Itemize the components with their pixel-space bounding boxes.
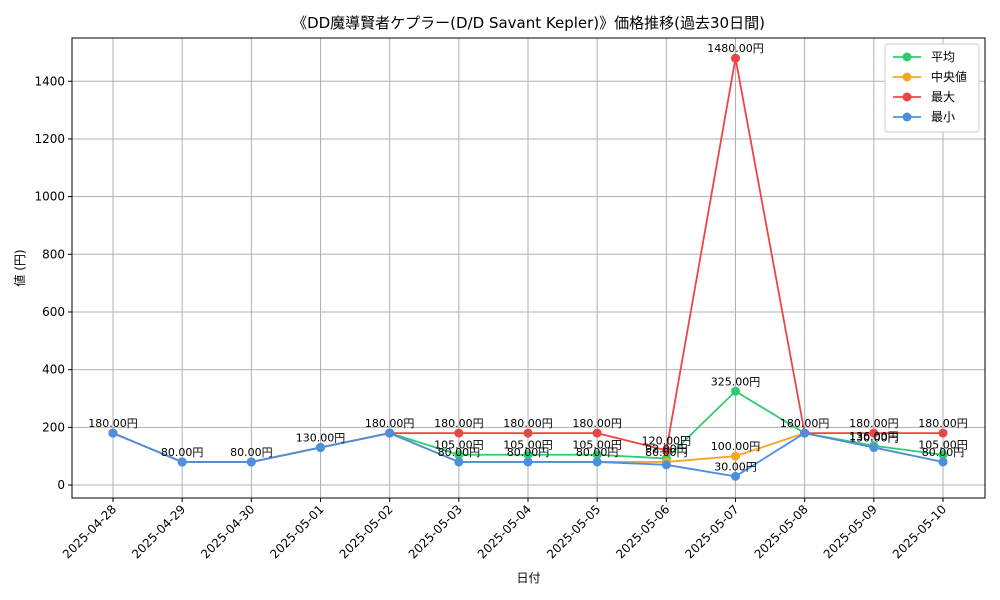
data-point — [246, 457, 256, 467]
data-point — [661, 445, 671, 455]
data-label: 180.00円 — [780, 417, 830, 430]
data-label: 120.00円 — [642, 434, 692, 447]
data-label: 180.00円 — [503, 417, 553, 430]
data-label: 180.00円 — [572, 417, 622, 430]
data-point — [938, 457, 948, 467]
x-tick-label: 2025-05-02 — [337, 502, 396, 561]
data-label: 80.00円 — [438, 446, 481, 459]
series-3 — [108, 428, 948, 481]
data-point — [731, 471, 740, 481]
y-tick-label: 600 — [42, 305, 65, 319]
data-label: 92.00円 — [645, 442, 688, 455]
data-label: 105.00円 — [918, 439, 968, 452]
data-point — [800, 428, 810, 438]
data-point — [523, 450, 533, 460]
legend-marker — [902, 92, 912, 102]
data-label: 180.00円 — [434, 417, 484, 430]
data-point — [731, 386, 740, 396]
data-point — [938, 450, 948, 460]
data-label: 80.00円 — [645, 446, 688, 459]
y-tick-label: 1200 — [34, 132, 65, 146]
data-label: 80.00円 — [922, 446, 965, 459]
data-label: 80.00円 — [507, 446, 550, 459]
x-tick-label: 2025-05-01 — [267, 502, 326, 561]
data-label: 80.00円 — [230, 446, 273, 459]
legend-label: 最小 — [931, 110, 955, 124]
data-label: 105.00円 — [572, 439, 622, 452]
data-label: 80.00円 — [161, 446, 204, 459]
x-tick-label: 2025-05-05 — [544, 502, 603, 561]
legend-marker — [902, 72, 912, 82]
data-point — [108, 428, 118, 438]
data-label: 105.00円 — [503, 439, 553, 452]
legend-box — [884, 43, 980, 133]
data-point — [523, 428, 533, 438]
x-tick-label: 2025-05-07 — [682, 502, 741, 561]
legend-label: 平均 — [931, 50, 955, 64]
data-label: 180.00円 — [918, 417, 968, 430]
data-point — [454, 428, 464, 438]
data-point — [869, 428, 879, 438]
data-label: 180.00円 — [849, 417, 899, 430]
data-label: 130.00円 — [296, 432, 346, 445]
x-tick-label: 2025-05-09 — [821, 502, 880, 561]
data-label: 80.00円 — [576, 446, 619, 459]
data-point — [661, 460, 671, 470]
data-point — [731, 451, 740, 461]
data-label: 180.00円 — [365, 417, 415, 430]
data-label: 130.00円 — [849, 432, 899, 445]
data-point — [869, 443, 879, 453]
y-tick-label: 200 — [42, 420, 65, 434]
data-point — [454, 457, 464, 467]
x-axis-label: 日付 — [516, 571, 540, 585]
x-tick-label: 2025-05-04 — [475, 502, 534, 561]
chart-title: 《DD魔導賢者ケプラー(D/D Savant Kepler)》価格推移(過去30… — [292, 14, 765, 32]
series-group — [108, 53, 948, 481]
data-point — [454, 450, 464, 460]
data-point — [592, 450, 602, 460]
data-label: 325.00円 — [711, 375, 761, 388]
data-point — [731, 53, 740, 63]
x-tick-label: 2025-04-29 — [129, 502, 188, 561]
data-point — [938, 428, 948, 438]
y-tick-label: 800 — [42, 247, 65, 261]
data-label: 30.00円 — [714, 460, 757, 473]
x-tick-label: 2025-05-08 — [752, 502, 811, 561]
data-point — [385, 428, 395, 438]
data-label: 100.00円 — [711, 440, 761, 453]
data-label: 105.00円 — [434, 439, 484, 452]
data-label: 136.00円 — [849, 430, 899, 443]
x-tick-label: 2025-05-03 — [406, 502, 465, 561]
legend-label: 中央値 — [931, 69, 967, 84]
y-axis-ticks: 0 200 400 600 800 1000 1200 1400 — [34, 74, 72, 492]
y-tick-label: 400 — [42, 363, 65, 377]
grid-lines — [72, 38, 985, 498]
y-axis-label: 値 (円) — [12, 249, 27, 286]
data-label: 1480.00円 — [707, 42, 764, 55]
legend-label: 最大 — [931, 90, 955, 104]
legend-marker — [902, 112, 912, 122]
data-point — [177, 457, 187, 467]
x-axis-ticks: 2025-04-28 2025-04-29 2025-04-30 2025-05-01… — [60, 498, 949, 561]
data-point — [316, 443, 325, 453]
y-tick-label: 0 — [57, 478, 65, 492]
y-tick-label: 1400 — [34, 74, 65, 88]
data-labels: 180.00円 80.00円 80.00円 130.00円 180.00円 180.00円… — [88, 42, 968, 473]
data-point — [523, 457, 533, 467]
legend-marker — [902, 52, 912, 62]
x-tick-label: 2025-04-30 — [198, 502, 257, 561]
x-tick-label: 2025-05-10 — [890, 502, 949, 561]
y-tick-label: 1000 — [34, 190, 65, 204]
x-tick-label: 2025-05-06 — [613, 502, 672, 561]
x-tick-label: 2025-04-28 — [60, 502, 119, 561]
data-label: 180.00円 — [88, 417, 138, 430]
data-point — [592, 428, 602, 438]
data-point — [592, 457, 602, 467]
